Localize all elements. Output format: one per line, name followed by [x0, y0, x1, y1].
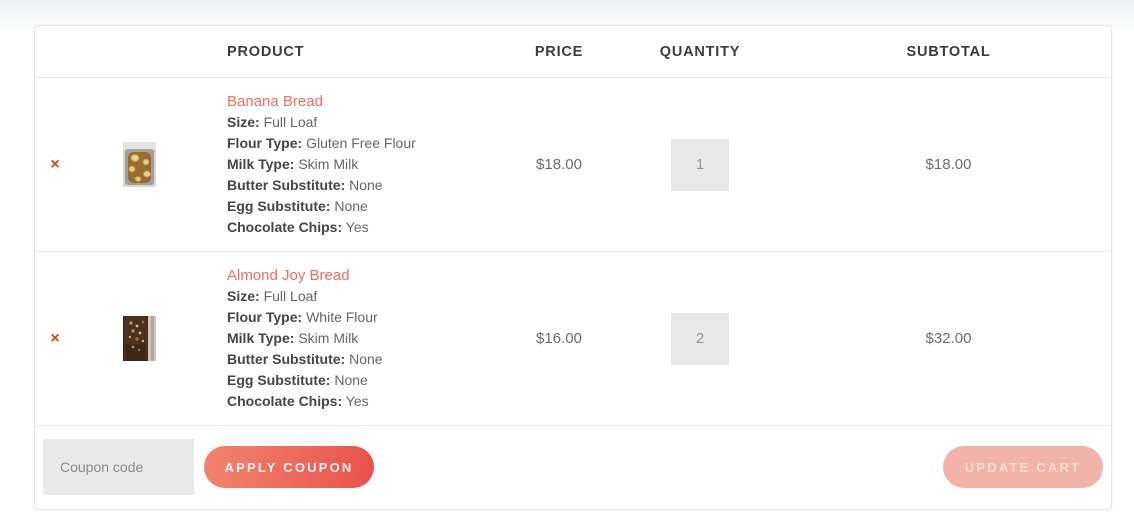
column-header-quantity: QUANTITY: [659, 43, 741, 60]
cart-table-header: PRODUCT PRICE QUANTITY SUBTOTAL: [35, 26, 1111, 78]
quantity-cell: [614, 138, 786, 191]
attribute-value: Yes: [345, 393, 369, 409]
price-cell: $18.00: [504, 156, 614, 173]
attribute-label: Flour Type:: [227, 135, 303, 151]
attribute-value: Gluten Free Flour: [306, 135, 416, 151]
attribute-value: None: [334, 372, 368, 388]
product-attribute: Butter Substitute: None: [227, 349, 504, 370]
coupon-code-input[interactable]: [43, 439, 194, 495]
attribute-value: Skim Milk: [298, 156, 359, 172]
attribute-label: Butter Substitute:: [227, 351, 346, 367]
attribute-label: Flour Type:: [227, 309, 303, 325]
apply-coupon-button[interactable]: APPLY COUPON: [204, 446, 374, 488]
attribute-value: Full Loaf: [263, 288, 318, 304]
product-attribute: Flour Type: White Flour: [227, 307, 504, 328]
thumbnail-cell: [75, 142, 203, 187]
attribute-value: Full Loaf: [263, 114, 318, 130]
banana-bread-image: [122, 142, 156, 187]
almond-joy-bread-image: [122, 316, 156, 361]
item-subtotal: $32.00: [925, 330, 972, 347]
quantity-input[interactable]: [671, 312, 729, 365]
remove-item-icon[interactable]: ×: [50, 329, 60, 347]
attribute-label: Egg Substitute:: [227, 372, 331, 388]
product-attribute: Chocolate Chips: Yes: [227, 217, 504, 238]
attribute-label: Size:: [227, 288, 260, 304]
attribute-value: None: [349, 177, 383, 193]
remove-cell: ×: [35, 155, 75, 173]
subtotal-cell: $32.00: [786, 330, 1111, 347]
attribute-label: Egg Substitute:: [227, 198, 331, 214]
product-name-link[interactable]: Almond Joy Bread: [227, 267, 350, 284]
thumbnail-cell: [75, 316, 203, 361]
update-cart-button[interactable]: UPDATE CART: [943, 446, 1103, 488]
cart-item-row: × Banana Bread Size: Full Loaf: [35, 78, 1111, 252]
remove-item-icon[interactable]: ×: [50, 155, 60, 173]
product-attribute: Milk Type: Skim Milk: [227, 328, 504, 349]
cart-item-row: ×: [35, 252, 1111, 426]
attribute-value: White Flour: [306, 309, 378, 325]
product-details-cell: Almond Joy Bread Size: Full Loaf Flour T…: [203, 265, 504, 412]
product-attribute: Egg Substitute: None: [227, 370, 504, 391]
item-price: $16.00: [536, 330, 582, 347]
attribute-label: Size:: [227, 114, 260, 130]
attribute-label: Milk Type:: [227, 156, 295, 172]
attribute-value: Skim Milk: [298, 330, 359, 346]
product-name-link[interactable]: Banana Bread: [227, 93, 323, 110]
attribute-label: Chocolate Chips:: [227, 393, 343, 409]
price-cell: $16.00: [504, 330, 614, 347]
attribute-label: Butter Substitute:: [227, 177, 346, 193]
product-details-cell: Banana Bread Size: Full Loaf Flour Type:…: [203, 91, 504, 238]
quantity-cell: [614, 312, 786, 365]
column-header-price: PRICE: [534, 43, 584, 60]
attribute-value: Yes: [345, 219, 369, 235]
product-attribute: Size: Full Loaf: [227, 112, 504, 133]
product-thumbnail-link[interactable]: [122, 316, 156, 361]
item-subtotal: $18.00: [925, 156, 972, 173]
cart-table: PRODUCT PRICE QUANTITY SUBTOTAL ×: [34, 25, 1112, 510]
quantity-input[interactable]: [671, 138, 729, 191]
attribute-label: Milk Type:: [227, 330, 295, 346]
attribute-value: None: [349, 351, 383, 367]
product-attribute: Milk Type: Skim Milk: [227, 154, 504, 175]
column-header-product: PRODUCT: [227, 43, 305, 60]
item-price: $18.00: [536, 156, 582, 173]
product-attribute: Flour Type: Gluten Free Flour: [227, 133, 504, 154]
product-attribute: Chocolate Chips: Yes: [227, 391, 504, 412]
remove-cell: ×: [35, 329, 75, 347]
product-thumbnail-link[interactable]: [122, 142, 156, 187]
attribute-value: None: [334, 198, 368, 214]
product-attribute: Butter Substitute: None: [227, 175, 504, 196]
product-attribute: Size: Full Loaf: [227, 286, 504, 307]
subtotal-cell: $18.00: [786, 156, 1111, 173]
product-attribute: Egg Substitute: None: [227, 196, 504, 217]
cart-actions-row: APPLY COUPON UPDATE CART: [35, 426, 1111, 509]
column-header-subtotal: SUBTOTAL: [906, 43, 991, 60]
attribute-label: Chocolate Chips:: [227, 219, 343, 235]
